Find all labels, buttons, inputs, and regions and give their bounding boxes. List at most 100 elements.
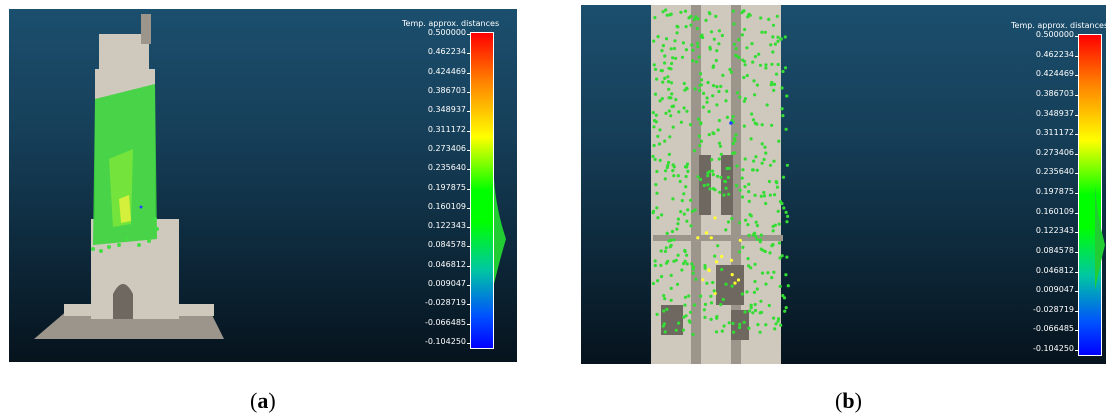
scan-point bbox=[715, 103, 719, 107]
scan-point bbox=[655, 312, 659, 316]
scan-point bbox=[669, 47, 673, 51]
scan-point bbox=[760, 161, 764, 165]
scan-point bbox=[684, 48, 688, 52]
viewer-panel-b[interactable]: Temp. approx. distances 0.500000 0.462234… bbox=[581, 5, 1106, 364]
scan-point bbox=[662, 309, 666, 313]
scan-point bbox=[660, 274, 664, 279]
scan-point bbox=[652, 125, 656, 129]
scan-point bbox=[668, 135, 672, 139]
scan-point bbox=[732, 330, 736, 334]
scan-point bbox=[696, 117, 700, 121]
scan-point bbox=[786, 284, 790, 288]
scan-point bbox=[719, 84, 723, 88]
scan-point bbox=[678, 179, 682, 184]
scan-point bbox=[698, 144, 702, 148]
scan-point bbox=[675, 31, 679, 35]
scan-point bbox=[720, 267, 724, 272]
scan-point bbox=[753, 193, 757, 197]
scan-point bbox=[663, 54, 667, 58]
colorbar-scale bbox=[1078, 34, 1102, 356]
scan-point bbox=[676, 253, 680, 257]
scan-point bbox=[758, 311, 762, 315]
scan-point bbox=[729, 70, 733, 74]
viewer-panel-a[interactable]: Temp. approx. distances 0.500000 0.462234… bbox=[9, 9, 517, 362]
scan-point bbox=[667, 96, 671, 100]
scan-point bbox=[664, 8, 668, 12]
scan-point bbox=[755, 83, 759, 87]
colorbar-tick-label: 0.046812 bbox=[1035, 265, 1080, 275]
scan-point bbox=[753, 279, 757, 284]
scan-point bbox=[692, 149, 697, 153]
scan-point bbox=[733, 281, 737, 285]
scan-point bbox=[783, 66, 788, 70]
scan-point bbox=[669, 298, 673, 302]
scan-point bbox=[667, 239, 671, 243]
scan-point bbox=[652, 143, 656, 148]
scan-point bbox=[658, 158, 662, 162]
scan-point bbox=[775, 181, 779, 185]
scan-point bbox=[658, 99, 662, 103]
scan-point bbox=[695, 26, 699, 31]
colorbar-tick-label: 0.197875 bbox=[427, 182, 472, 192]
scan-point bbox=[685, 109, 689, 113]
scan-point bbox=[779, 323, 783, 327]
scan-point bbox=[732, 136, 737, 141]
scan-point bbox=[696, 175, 700, 179]
scan-point bbox=[695, 60, 699, 64]
scan-point bbox=[719, 175, 723, 179]
scan-point bbox=[663, 61, 667, 65]
scan-point bbox=[745, 290, 749, 294]
scan-point bbox=[751, 60, 755, 64]
scan-point bbox=[771, 229, 775, 233]
scan-point bbox=[661, 44, 665, 48]
scan-point bbox=[667, 109, 671, 113]
scan-point bbox=[698, 83, 702, 87]
colorbar-title: Temp. approx. distances bbox=[402, 19, 500, 28]
scan-point bbox=[707, 109, 711, 114]
scan-point bbox=[725, 166, 729, 171]
scan-point bbox=[684, 185, 688, 189]
scan-point bbox=[667, 80, 671, 84]
scan-point bbox=[691, 332, 695, 337]
scan-point bbox=[784, 306, 788, 310]
scan-point bbox=[780, 86, 784, 90]
scan-point bbox=[665, 165, 669, 170]
scan-point bbox=[662, 294, 666, 298]
scan-point bbox=[752, 159, 756, 163]
scan-point bbox=[663, 249, 667, 253]
scan-point bbox=[688, 320, 692, 324]
scan-point bbox=[667, 160, 671, 165]
colorbar-tick-label: 0.462234 bbox=[427, 47, 472, 57]
scan-point bbox=[713, 254, 717, 258]
scan-point bbox=[659, 263, 663, 267]
scan-point bbox=[656, 279, 660, 283]
scan-point bbox=[682, 192, 686, 196]
scan-point bbox=[764, 66, 768, 70]
scan-point bbox=[697, 134, 701, 138]
scan-point bbox=[749, 266, 753, 270]
scan-point bbox=[657, 142, 662, 146]
scan-point bbox=[738, 238, 742, 242]
scan-point bbox=[775, 14, 779, 18]
caption-a: (a) bbox=[250, 388, 276, 413]
scan-point bbox=[725, 89, 729, 93]
scan-point bbox=[772, 88, 776, 92]
scan-point bbox=[748, 213, 752, 217]
scan-point bbox=[692, 303, 697, 307]
colorbar-tick-label: 0.122343 bbox=[1035, 226, 1080, 236]
scan-point bbox=[663, 76, 667, 80]
scan-point bbox=[699, 121, 703, 125]
scan-point bbox=[741, 58, 745, 62]
scan-point bbox=[672, 174, 676, 178]
scan-point bbox=[731, 141, 735, 146]
scan-point bbox=[774, 322, 778, 326]
scan-point bbox=[777, 241, 782, 245]
scan-point bbox=[670, 92, 674, 96]
scan-point bbox=[696, 45, 700, 49]
scan-point bbox=[681, 41, 685, 45]
scan-point bbox=[746, 223, 750, 227]
scan-point bbox=[686, 169, 690, 173]
scan-point bbox=[669, 286, 673, 290]
scan-point bbox=[658, 128, 662, 132]
scan-point bbox=[718, 190, 722, 194]
